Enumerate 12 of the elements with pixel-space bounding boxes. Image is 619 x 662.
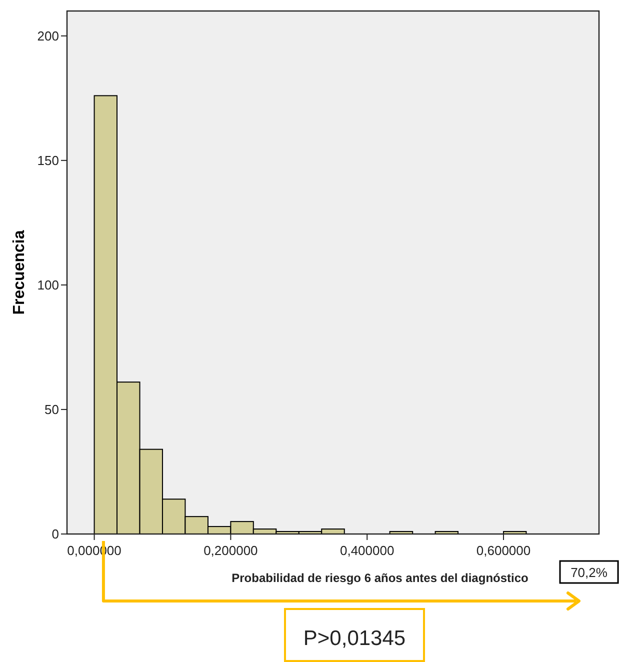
text: 70,2%: [570, 565, 608, 580]
x-tick-label: 0,400000: [340, 543, 394, 558]
y-tick-label: 200: [37, 28, 59, 44]
y-tick-label: 150: [37, 152, 59, 168]
x-axis-title: Probabilidad de riesgo 6 años antes del diagnóstico: [232, 571, 528, 585]
y-axis-title: Frecuencia: [11, 230, 28, 315]
y-tick-label: 50: [44, 402, 59, 418]
x-tick-label: 0,200000: [204, 543, 258, 558]
y-tick-label: 0: [52, 526, 59, 542]
y-tick-label: 100: [37, 278, 59, 292]
text: P>0,01345: [303, 627, 406, 650]
x-tick-label: 0,600000: [476, 543, 531, 558]
